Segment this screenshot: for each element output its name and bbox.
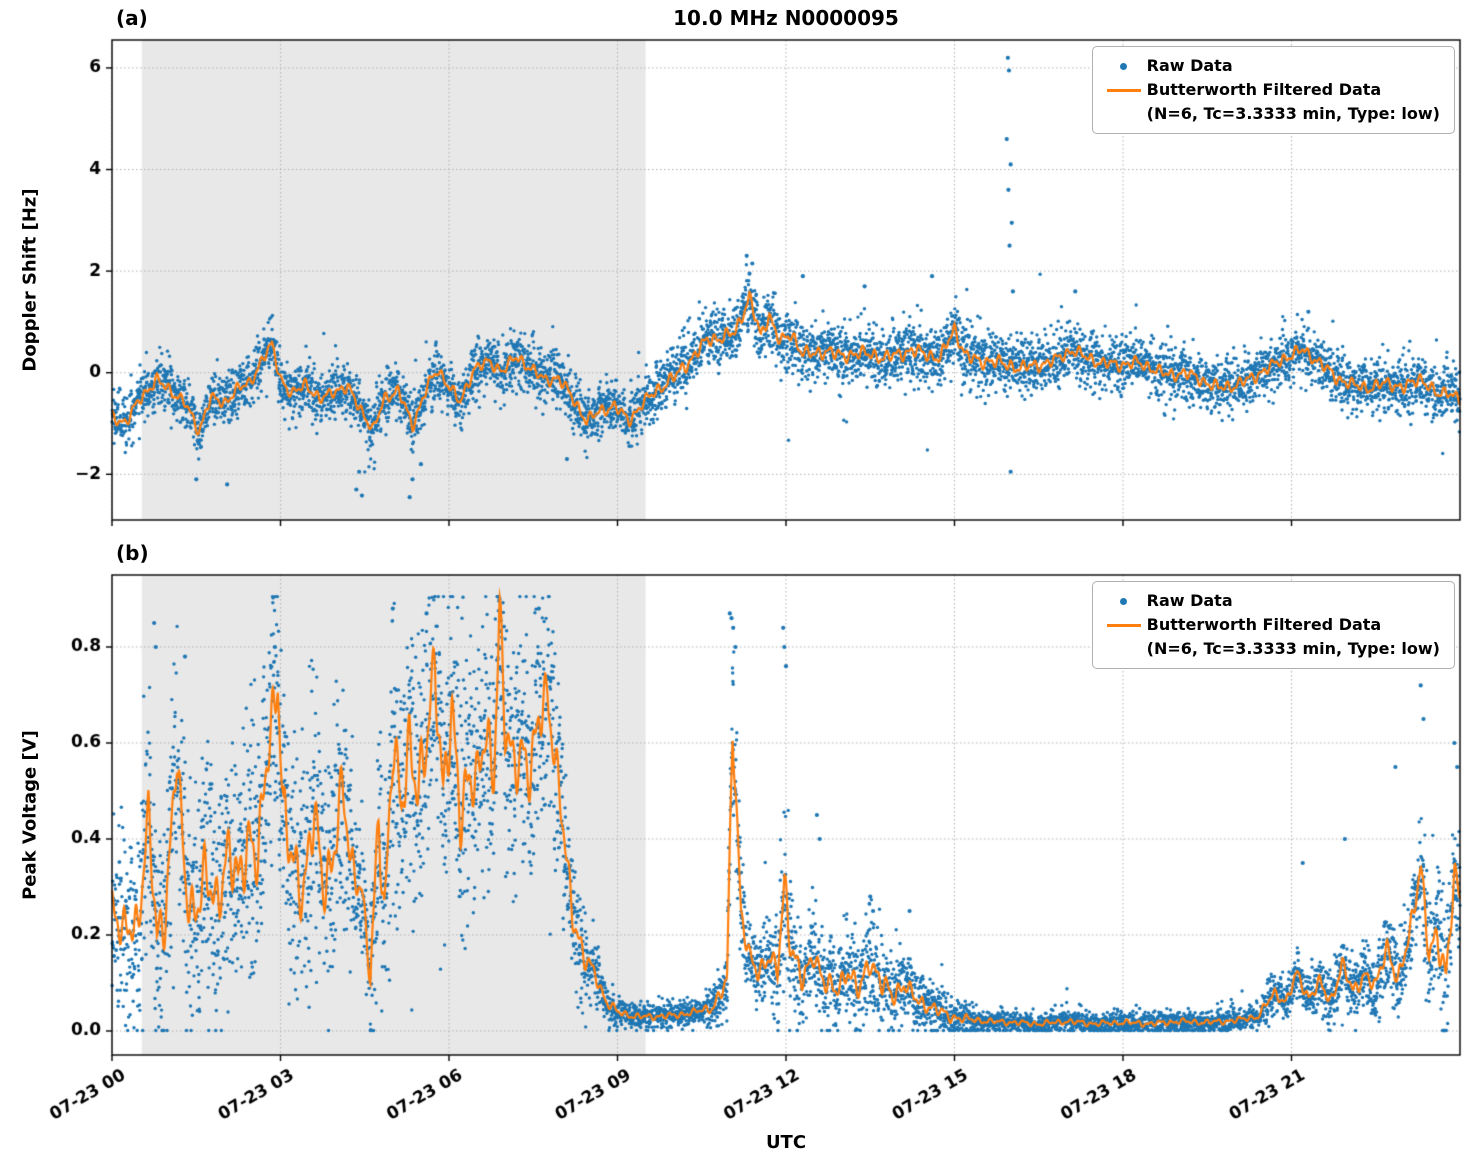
legend-panel-a: Raw Data Butterworth Filtered Data (N=6,… [1091,46,1455,134]
filtered-line-marker [1101,623,1147,627]
legend-row-raw: Raw Data [1101,54,1440,78]
x-axis-label: UTC [765,1132,807,1153]
legend-panel-b: Raw Data Butterworth Filtered Data (N=6,… [1091,581,1455,669]
legend-filtered-label: Butterworth Filtered Data [1146,615,1382,634]
filtered-line-marker [1101,88,1147,92]
legend-row-filtered: Butterworth Filtered Data [1101,78,1440,102]
legend-row-filtered-sub: (N=6, Tc=3.3333 min, Type: low) [1101,637,1440,661]
panel-b-label: (b) [116,541,149,565]
legend-row-filtered: Butterworth Filtered Data [1101,613,1440,637]
legend-raw-label: Raw Data [1146,591,1233,610]
y-axis-label-voltage: Peak Voltage [V] [19,730,41,900]
y-axis-label-doppler: Doppler Shift [Hz] [19,188,41,372]
legend-filtered-label: Butterworth Filtered Data [1146,80,1382,99]
panel-a-label: (a) [116,6,148,30]
raw-data-dot-marker [1101,62,1147,70]
filtered-line-swatch [1106,623,1141,627]
legend-filtered-sublabel: (N=6, Tc=3.3333 min, Type: low) [1146,104,1440,123]
legend-filtered-sublabel: (N=6, Tc=3.3333 min, Type: low) [1146,639,1440,658]
raw-data-dot [1120,597,1128,605]
raw-data-dot [1120,62,1128,70]
legend-row-raw: Raw Data [1101,589,1440,613]
raw-data-dot-marker [1101,597,1147,605]
figure-title: 10.0 MHz N0000095 [673,6,899,30]
filtered-line-swatch [1106,88,1141,92]
legend-raw-label: Raw Data [1146,56,1233,75]
legend-row-filtered-sub: (N=6, Tc=3.3333 min, Type: low) [1101,102,1440,126]
